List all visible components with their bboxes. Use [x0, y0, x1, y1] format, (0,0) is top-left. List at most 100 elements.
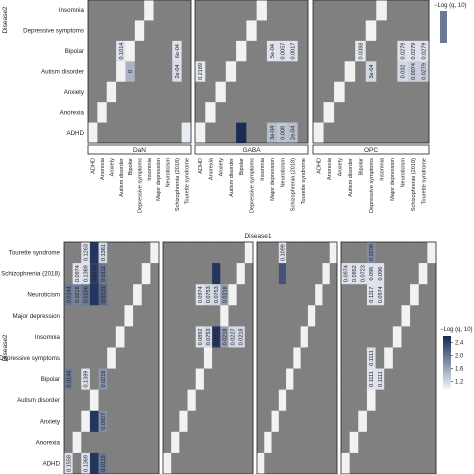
heatmap-cell [410, 284, 420, 306]
cell-label: 0.1263 [84, 244, 90, 261]
heatmap-cell [134, 0, 145, 21]
heatmap-cell [407, 61, 419, 83]
column-tick-label: Tourette syndrome [184, 158, 190, 204]
row-tick-label: Anxiety [64, 89, 85, 96]
heatmap-cell [366, 284, 376, 306]
heatmap-cell [225, 122, 237, 144]
heatmap-cell [418, 40, 430, 62]
heatmap-cell [410, 389, 420, 412]
heatmap-cell [407, 0, 419, 21]
legend-colorbar-step [443, 349, 451, 352]
cell-label: 0.0131 [101, 286, 107, 303]
heatmap-cell [195, 284, 205, 306]
heatmap-cell [293, 347, 301, 369]
heatmap-cell [300, 410, 309, 433]
heatmap-cell [244, 389, 254, 412]
heatmap-cell [64, 242, 73, 264]
heatmap-cell [116, 0, 126, 21]
heatmap-cell [187, 410, 197, 433]
heatmap-cell [349, 305, 359, 327]
heatmap-cell [257, 326, 265, 348]
heatmap-cell [228, 410, 237, 433]
heatmap-cell [358, 263, 368, 285]
row-tick-label: Insomnia [59, 7, 85, 14]
heatmap-cell [418, 431, 428, 454]
heatmap-cell [322, 326, 331, 348]
heatmap-cell [341, 263, 350, 285]
heatmap-cell [264, 263, 272, 285]
heatmap-cell [264, 452, 272, 474]
heatmap-cell [264, 410, 272, 433]
cell-label: 0.0144 [66, 286, 72, 303]
heatmap-cell [89, 326, 99, 348]
heatmap-cell [98, 263, 108, 285]
heatmap-cell [72, 452, 82, 474]
heatmap-cell [300, 326, 309, 348]
heatmap-cell [307, 284, 316, 306]
heatmap-cell [246, 81, 257, 103]
heatmap-cell [228, 347, 237, 369]
heatmap-cell [384, 263, 394, 285]
cell-label: 0.0974 [378, 286, 384, 303]
heatmap-cell [225, 81, 237, 103]
heatmap-cell [171, 452, 180, 474]
heatmap-cell [384, 347, 394, 369]
heatmap-cell [341, 410, 350, 433]
heatmap-cell [277, 61, 288, 83]
heatmap-cell [410, 326, 420, 348]
cell-label: 0.1111 [369, 350, 375, 366]
heatmap-cell [427, 431, 437, 454]
heatmap-cell [116, 40, 126, 62]
heatmap-cell [97, 61, 108, 83]
cell-label: 2e-04 [175, 64, 181, 78]
heatmap-cell [220, 326, 229, 348]
heatmap-cell [401, 263, 411, 285]
heatmap-cell [322, 347, 331, 369]
heatmap-cell [181, 61, 192, 83]
heatmap-cell [187, 242, 197, 264]
column-tick-label: Tourette syndrome [422, 158, 428, 204]
heatmap-cell [89, 347, 99, 369]
heatmap-cell [264, 347, 272, 369]
legend-title: −Log (q, 10) [440, 327, 473, 333]
heatmap-cell [307, 368, 316, 390]
heatmap-cell [286, 326, 294, 348]
heatmap-cell [171, 284, 180, 306]
heatmap-cell [171, 263, 180, 285]
heatmap-cell [334, 81, 345, 103]
heatmap-cell [386, 122, 398, 144]
heatmap-cell [307, 326, 316, 348]
row-tick-label: Insomnia [35, 334, 61, 341]
heatmap-cell [271, 431, 280, 454]
cell-label: 0.1389 [84, 371, 90, 388]
heatmap-cell [98, 347, 108, 369]
x-axis-title: Disease1 [244, 233, 271, 240]
heatmap-cell [64, 305, 73, 327]
heatmap-cell [179, 431, 188, 454]
heatmap-cell [81, 305, 91, 327]
heatmap-cell [384, 368, 394, 390]
row-tick-label: Bipolar [65, 48, 84, 55]
heatmap-cell [313, 102, 324, 123]
heatmap-cell [366, 368, 376, 390]
heatmap-cell [329, 431, 338, 454]
heatmap-cell [410, 263, 420, 285]
heatmap-cell [344, 81, 356, 103]
panel-label: OPC [364, 147, 378, 154]
heatmap-cell [97, 122, 108, 144]
heatmap-cell [133, 431, 143, 454]
heatmap-cell [358, 326, 368, 348]
heatmap-cell [349, 347, 359, 369]
heatmap-cell [323, 122, 335, 144]
heatmap-cell [98, 431, 108, 454]
panel-strip [194, 144, 309, 155]
heatmap-cell [236, 326, 246, 348]
heatmap-cell [115, 431, 125, 454]
heatmap-cell [72, 410, 82, 433]
heatmap-cell [375, 347, 385, 369]
cell-label: 0.0057 [280, 43, 286, 60]
panel-border [256, 241, 338, 474]
heatmap-cell [384, 284, 394, 306]
heatmap-cell [72, 389, 82, 412]
